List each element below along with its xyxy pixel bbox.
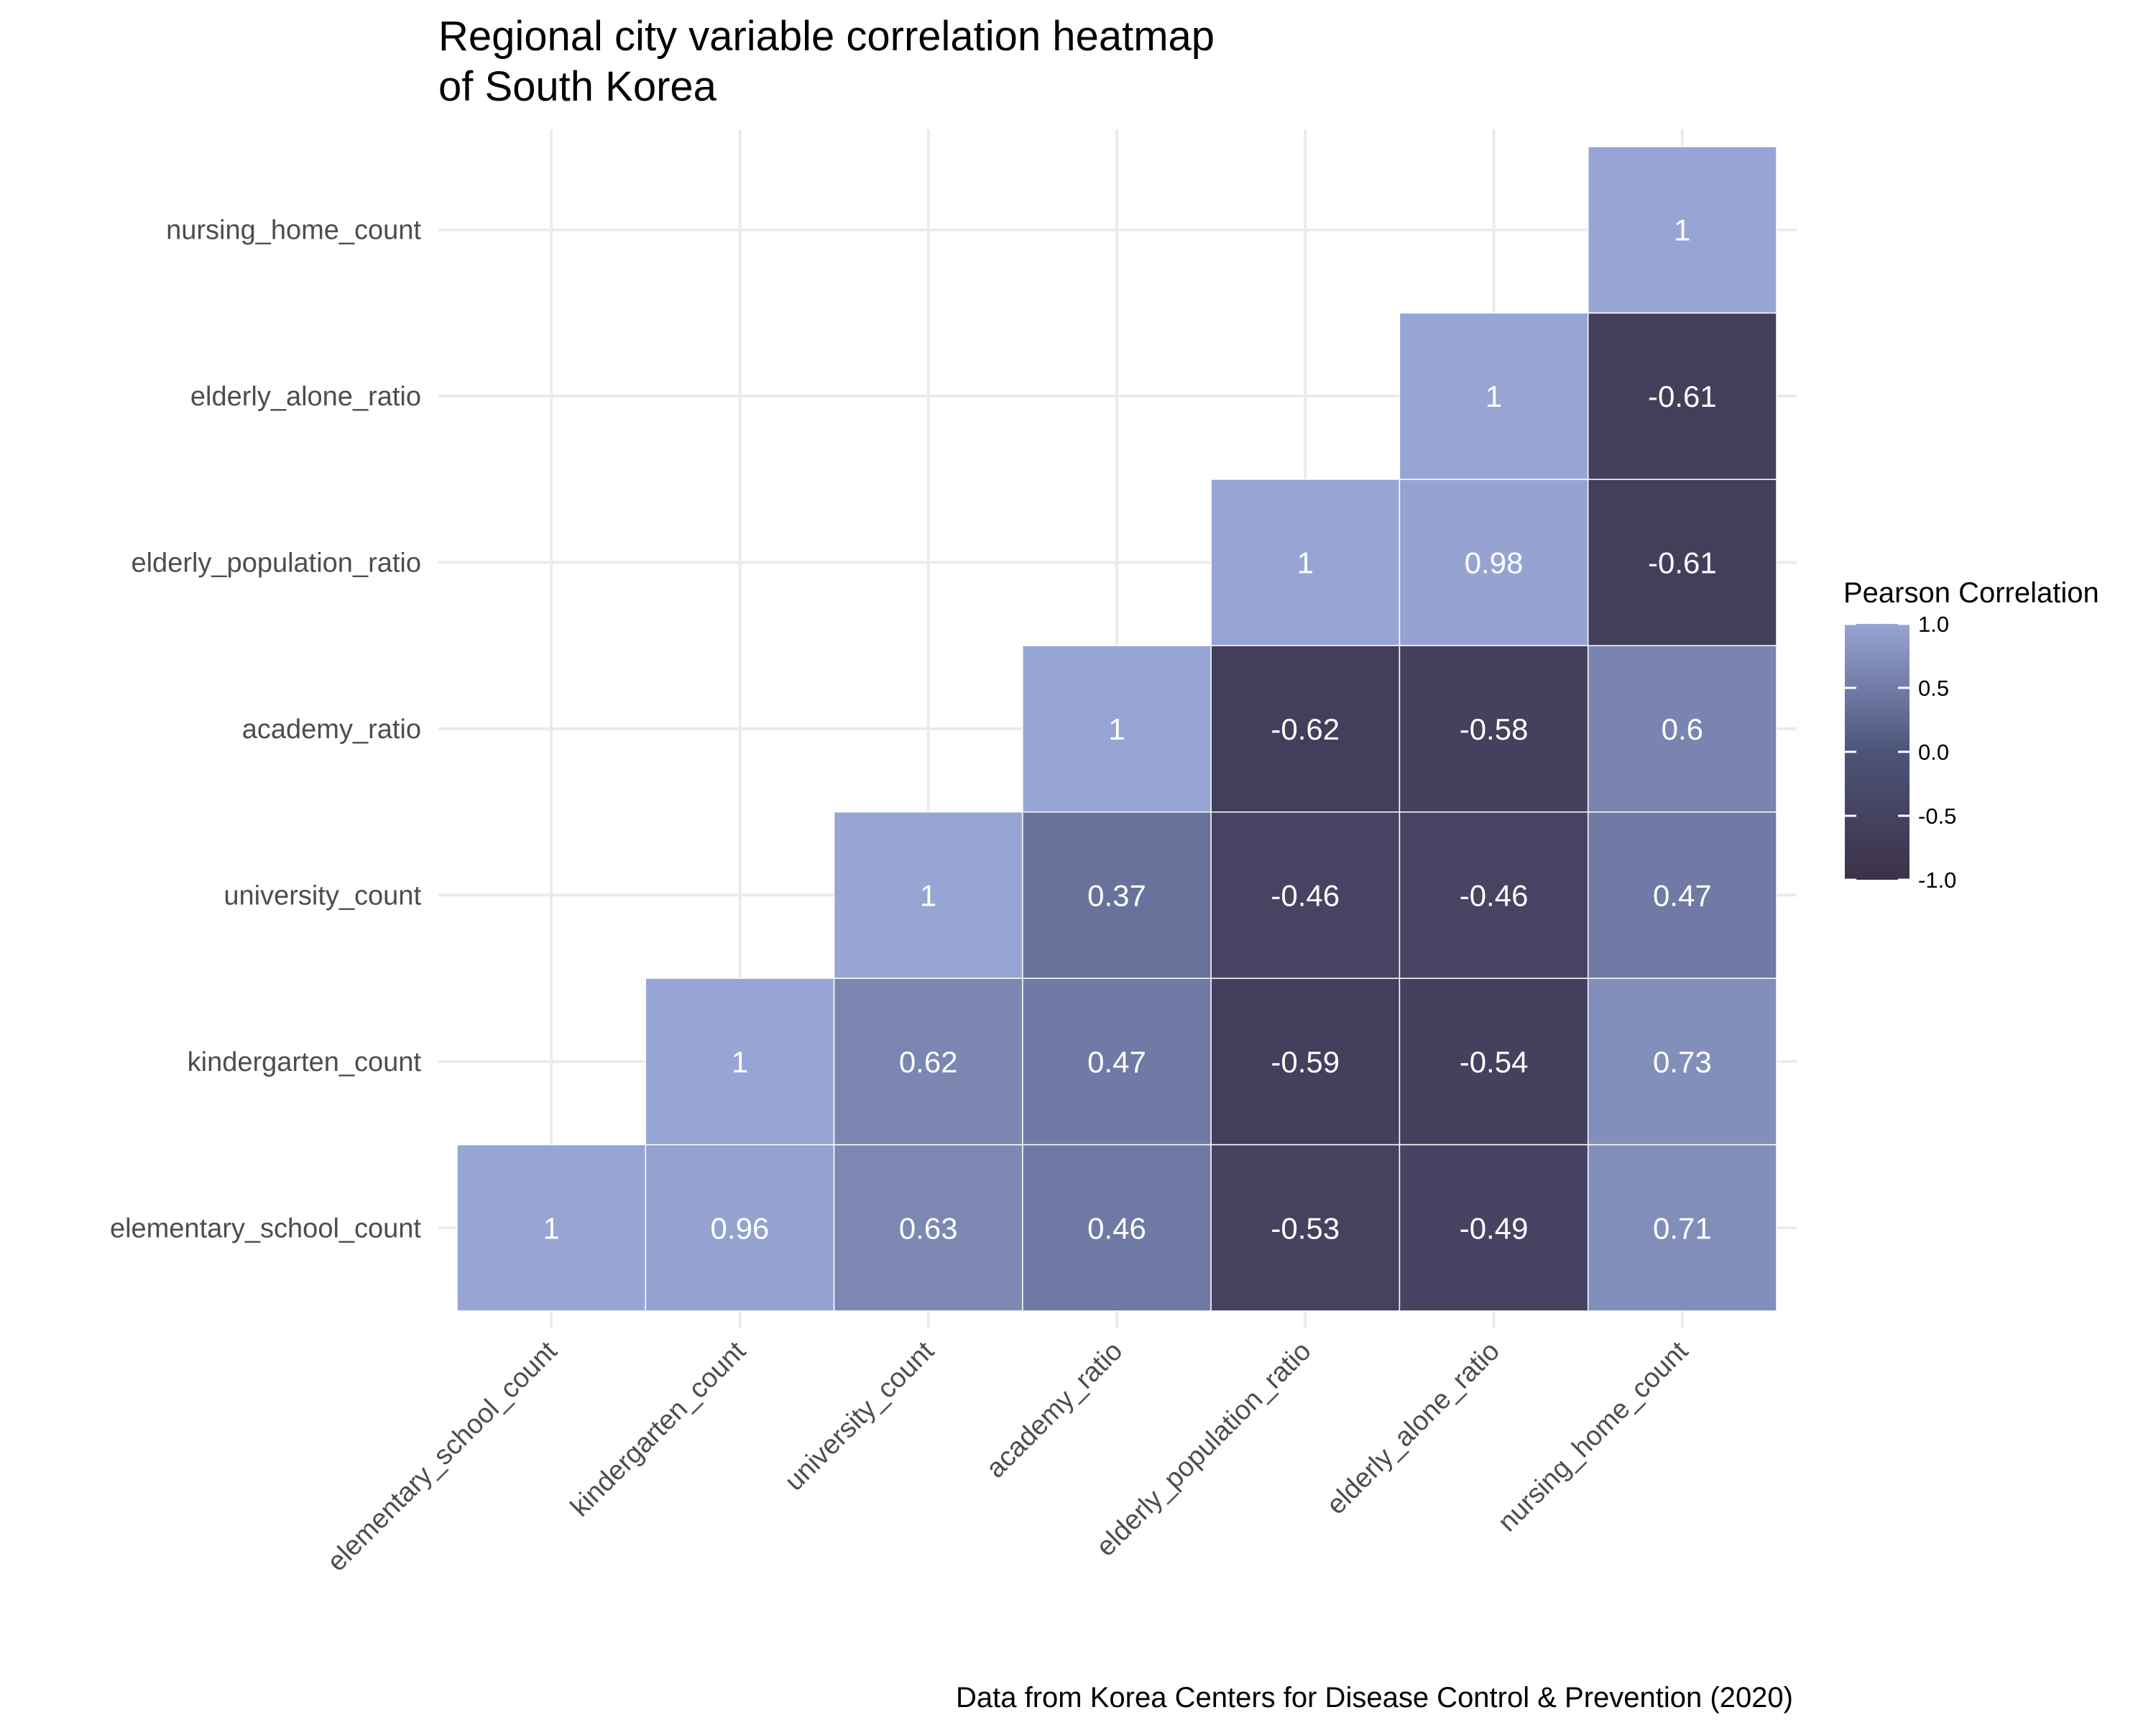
chart-title: Regional city variable correlation heatm…: [438, 13, 1215, 110]
cell-value-label: 0.71: [1653, 1211, 1712, 1245]
legend-title: Pearson Correlation: [1843, 577, 2099, 609]
heatmap-cell: [645, 978, 835, 1146]
heatmap-cell: [1022, 978, 1212, 1146]
heatmap-cell: [1210, 811, 1401, 979]
cell-value-label: 1: [920, 878, 936, 912]
cell-value-label: 0.6: [1662, 712, 1703, 746]
x-axis-tick-label: elementary_school_count: [322, 1335, 563, 1577]
heatmap-cell: [1399, 1144, 1589, 1312]
y-axis-tick-label: elementary_school_count: [110, 1213, 421, 1243]
heatmap-cell: [1587, 1144, 1777, 1312]
heatmap-cell: [1210, 479, 1401, 647]
cell-value-label: -0.58: [1460, 712, 1529, 746]
x-axis-tick-labels: elementary_school_count kindergarten_coun…: [322, 1335, 1695, 1577]
heatmap-cell: [1210, 1144, 1401, 1312]
heatmap-cell: [1210, 978, 1401, 1146]
heatmap-cell: [1587, 312, 1777, 480]
heatmap-cell: [1022, 811, 1212, 979]
y-axis-tick-label: academy_ratio: [242, 714, 421, 745]
chart-caption: Data from Korea Centers for Disease Cont…: [956, 1682, 1793, 1714]
cell-value-label: -0.62: [1271, 712, 1340, 746]
color-legend: Pearson Correlation 1.0 0.5 0.0 -0.5 -1.0: [1843, 577, 2099, 893]
legend-tick-label: -1.0: [1918, 868, 1956, 893]
legend-tick-label: 0.0: [1918, 740, 1949, 765]
cell-value-label: -0.61: [1648, 546, 1717, 580]
y-axis-tick-label: nursing_home_count: [166, 216, 421, 246]
heatmap-cell: [1399, 312, 1589, 480]
x-axis-tick-label: elderly_population_ratio: [1091, 1336, 1317, 1563]
y-axis-tick-label: kindergarten_count: [188, 1047, 422, 1077]
cell-value-label: 1: [1108, 712, 1125, 746]
x-axis-tick-label: nursing_home_count: [1493, 1335, 1695, 1537]
heatmap-cell: [1399, 645, 1589, 813]
legend-tick-label: -0.5: [1918, 804, 1956, 829]
y-axis-tick-label: elderly_population_ratio: [131, 548, 421, 579]
x-axis-tick-label: university_count: [779, 1335, 940, 1496]
cell-value-label: -0.53: [1271, 1211, 1340, 1245]
y-axis-tick-label: university_count: [224, 880, 421, 911]
cell-value-label: 1: [543, 1211, 559, 1245]
heatmap-cell: [1399, 479, 1589, 647]
cell-value-label: 0.46: [1087, 1211, 1146, 1245]
heatmap-cell: [1587, 978, 1777, 1146]
cell-value-label: -0.61: [1648, 380, 1717, 413]
cell-value-label: 1: [1297, 546, 1314, 580]
cell-value-label: 0.37: [1087, 878, 1146, 912]
cell-value-label: 0.47: [1087, 1045, 1146, 1079]
x-axis-tick-label: elderly_alone_ratio: [1321, 1336, 1506, 1521]
chart-title-line-1: Regional city variable correlation heatm…: [438, 13, 1215, 60]
heatmap-cell: [1399, 811, 1589, 979]
cell-value-label: 0.63: [899, 1211, 958, 1245]
heatmap-cell: [833, 1144, 1023, 1312]
cell-value-label: 0.73: [1653, 1045, 1712, 1079]
legend-tick-label: 1.0: [1918, 612, 1949, 637]
heatmap-cell: [1587, 811, 1777, 979]
cell-value-label: -0.49: [1460, 1211, 1529, 1245]
cell-value-label: -0.46: [1271, 878, 1340, 912]
heatmap-cell: [1587, 146, 1777, 314]
legend-tick-label: 0.5: [1918, 676, 1949, 701]
cell-value-label: 1: [1485, 380, 1502, 413]
heatmap-cell: [1587, 479, 1777, 647]
cell-value-labels: 1 0.96 0.63 0.46 -0.53 -0.49 0.71 1 0.62 0.47 -0.5…: [543, 213, 1716, 1246]
heatmap-cells: [456, 146, 1777, 1312]
cell-value-label: 0.47: [1653, 878, 1712, 912]
cell-value-label: -0.54: [1460, 1045, 1529, 1079]
y-axis-tick-label: elderly_alone_ratio: [190, 382, 421, 412]
heatmap-cell: [1210, 645, 1401, 813]
y-axis-tick-labels: elementary_school_count kindergarten_coun…: [110, 216, 422, 1244]
x-axis-tick-label: kindergarten_count: [565, 1335, 752, 1522]
heatmap-cell: [1022, 645, 1212, 813]
cell-value-label: 0.62: [899, 1045, 958, 1079]
heatmap-cell: [833, 811, 1023, 979]
cell-value-label: 0.98: [1465, 546, 1524, 580]
x-axis-tick-label: academy_ratio: [980, 1336, 1128, 1484]
cell-value-label: 0.96: [711, 1211, 770, 1245]
cell-value-label: 1: [1674, 213, 1690, 247]
heatmap-cell: [1399, 978, 1589, 1146]
cell-value-label: -0.46: [1460, 878, 1529, 912]
cell-value-label: 1: [732, 1045, 748, 1079]
heatmap-cell: [1587, 645, 1777, 813]
chart-title-line-2: of South Korea: [438, 63, 717, 110]
cell-value-label: -0.59: [1271, 1045, 1340, 1079]
heatmap-cell: [833, 978, 1023, 1146]
